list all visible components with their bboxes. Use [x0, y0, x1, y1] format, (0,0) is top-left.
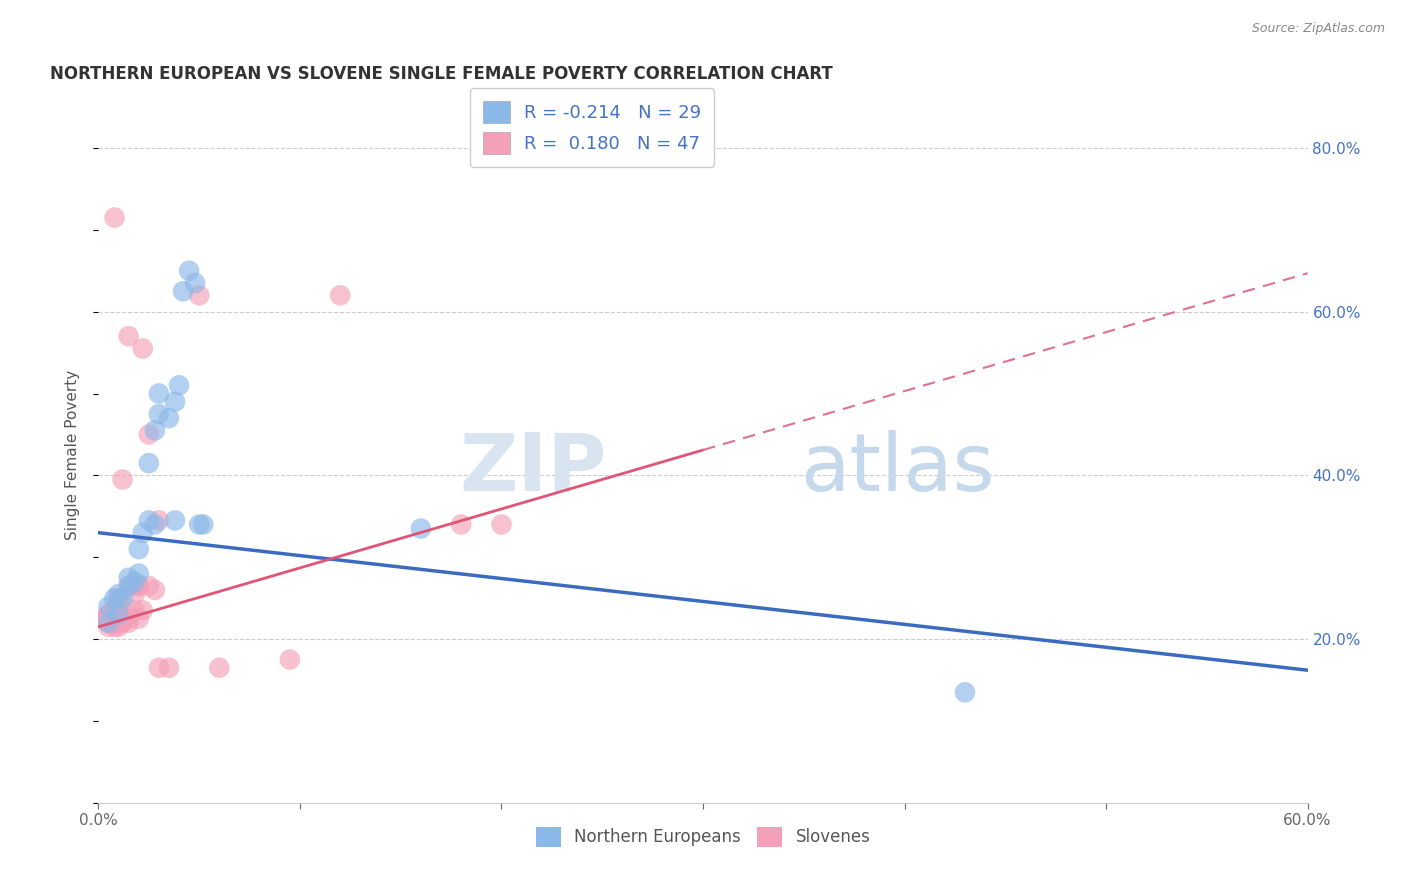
Point [409, 522, 432, 536]
Point [143, 582, 166, 597]
Point [93, 612, 115, 626]
Point [208, 661, 231, 675]
Point [103, 591, 125, 606]
Point [118, 571, 141, 585]
Point [97, 612, 120, 626]
Point [97, 615, 120, 630]
Point [118, 607, 141, 622]
Point [107, 620, 129, 634]
Point [128, 612, 150, 626]
Point [111, 591, 134, 606]
Point [124, 587, 146, 601]
Point [107, 591, 129, 606]
Point [163, 513, 186, 527]
Point [103, 620, 125, 634]
Point [163, 394, 186, 409]
Point [167, 378, 190, 392]
Text: Source: ZipAtlas.com: Source: ZipAtlas.com [1251, 22, 1385, 36]
Point [107, 607, 129, 622]
Point [111, 473, 134, 487]
Point [128, 542, 150, 557]
Point [107, 615, 129, 630]
Point [118, 329, 141, 343]
Point [143, 423, 166, 437]
Point [157, 411, 180, 425]
Point [118, 615, 141, 630]
Point [124, 574, 146, 589]
Point [132, 342, 155, 356]
Point [450, 517, 472, 532]
Point [278, 652, 301, 666]
Point [103, 211, 125, 225]
Point [107, 603, 129, 617]
Point [128, 566, 150, 581]
Point [101, 607, 124, 622]
Point [118, 612, 141, 626]
Point [184, 276, 207, 290]
Point [138, 456, 160, 470]
Point [107, 612, 129, 626]
Point [96, 609, 118, 624]
Point [97, 607, 120, 622]
Point [329, 288, 352, 302]
Point [132, 525, 155, 540]
Point [953, 685, 976, 699]
Legend: Northern Europeans, Slovenes: Northern Europeans, Slovenes [526, 817, 880, 857]
Point [491, 517, 513, 532]
Point [148, 661, 170, 675]
Point [118, 579, 141, 593]
Point [143, 517, 166, 532]
Point [97, 599, 120, 614]
Point [128, 579, 150, 593]
Point [193, 517, 215, 532]
Point [124, 603, 146, 617]
Point [188, 517, 211, 532]
Text: ZIP: ZIP [458, 430, 606, 508]
Point [138, 513, 160, 527]
Point [132, 603, 155, 617]
Text: NORTHERN EUROPEAN VS SLOVENE SINGLE FEMALE POVERTY CORRELATION CHART: NORTHERN EUROPEAN VS SLOVENE SINGLE FEMA… [51, 65, 832, 83]
Point [100, 607, 122, 622]
Point [179, 264, 201, 278]
Point [111, 615, 134, 630]
Point [107, 599, 129, 614]
Point [107, 587, 129, 601]
Point [103, 615, 125, 630]
Point [118, 579, 141, 593]
Point [101, 603, 124, 617]
Point [138, 579, 160, 593]
Point [111, 612, 134, 626]
Text: atlas: atlas [800, 430, 994, 508]
Point [97, 620, 120, 634]
Point [100, 612, 122, 626]
Point [172, 284, 194, 298]
Point [148, 407, 170, 421]
Point [148, 513, 170, 527]
Point [157, 661, 180, 675]
Point [148, 386, 170, 401]
Point [128, 579, 150, 593]
Y-axis label: Single Female Poverty: Single Female Poverty [65, 370, 80, 540]
Point [138, 427, 160, 442]
Point [107, 607, 129, 622]
Point [97, 615, 120, 630]
Point [188, 288, 211, 302]
